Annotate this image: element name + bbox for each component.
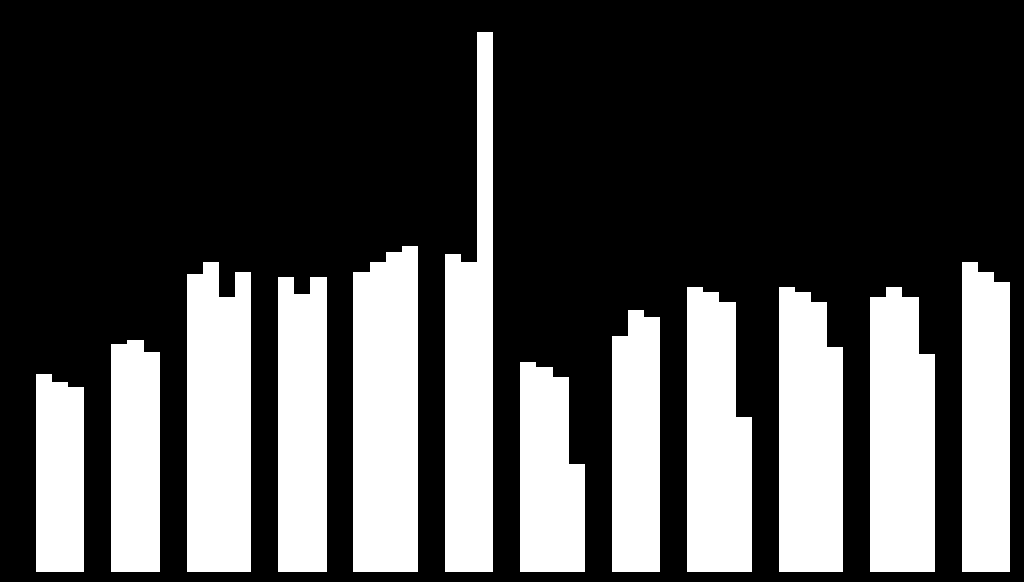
bar [461, 262, 477, 572]
bar [628, 310, 644, 572]
bar [36, 374, 52, 572]
bar [612, 336, 628, 572]
bar [779, 287, 795, 572]
bar [219, 297, 235, 572]
bar [687, 287, 703, 572]
bar [477, 32, 493, 572]
bar [536, 367, 552, 572]
bar [644, 317, 660, 572]
bar [919, 354, 935, 572]
bar [994, 282, 1010, 572]
bar [978, 272, 994, 572]
bar [127, 340, 143, 572]
bar [111, 344, 127, 572]
bar [736, 417, 752, 572]
bar [719, 302, 735, 572]
bar [870, 297, 886, 572]
bar [203, 262, 219, 572]
bar [553, 377, 569, 572]
bar-chart [0, 0, 1024, 582]
bar [52, 382, 68, 572]
bar [386, 252, 402, 572]
bar [520, 362, 536, 572]
bar [569, 464, 585, 572]
bar [310, 277, 326, 572]
bar [402, 246, 418, 572]
bar [187, 274, 203, 572]
bar [370, 262, 386, 572]
bar [235, 272, 251, 572]
bar [827, 347, 843, 572]
bar [703, 292, 719, 572]
bar [902, 297, 918, 572]
bar [294, 294, 310, 572]
bar [144, 352, 160, 572]
bar [795, 292, 811, 572]
bar [811, 302, 827, 572]
bar [445, 254, 461, 572]
bar [68, 387, 84, 572]
bar [962, 262, 978, 572]
bar [353, 272, 369, 572]
bar [886, 287, 902, 572]
bar [278, 277, 294, 572]
